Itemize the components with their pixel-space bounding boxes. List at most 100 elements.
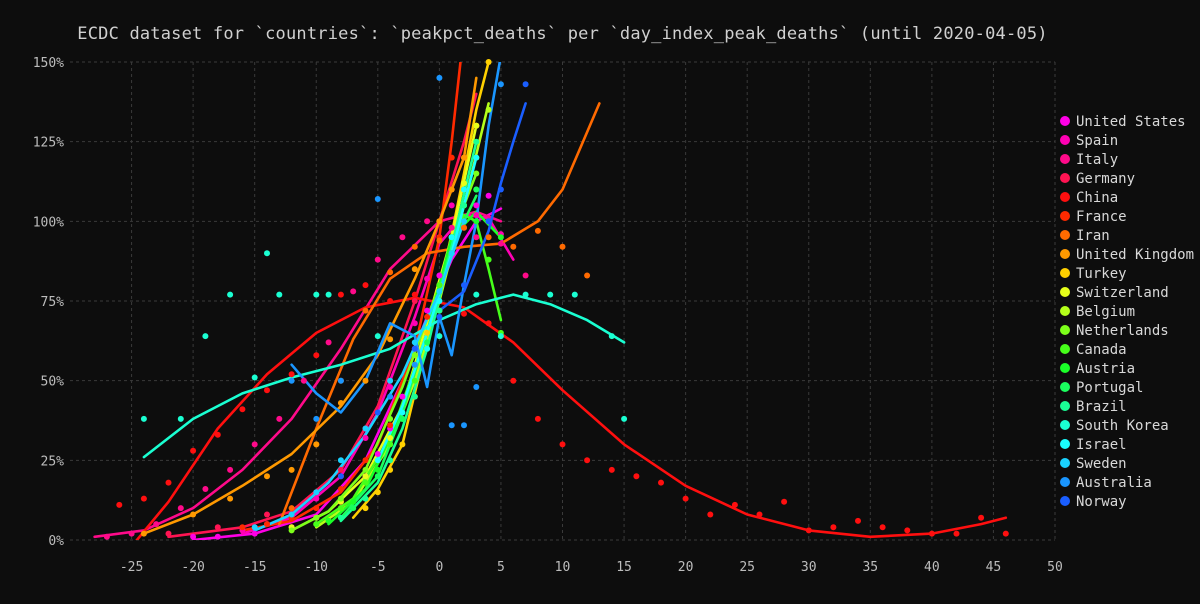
legend-marker-italy [1060, 154, 1070, 164]
point-sweden [411, 339, 418, 346]
legend-marker-netherlands [1060, 325, 1070, 335]
point-south-korea [374, 333, 381, 340]
legend-label-italy: Italy [1076, 152, 1118, 168]
point-switzerland [387, 435, 394, 441]
legend-marker-portugal [1060, 382, 1070, 392]
point-germany [337, 466, 344, 473]
point-canada [387, 441, 394, 448]
fit-line-italy [93, 210, 503, 539]
point-china [608, 466, 615, 473]
point-iran [485, 234, 492, 241]
point-germany [214, 524, 221, 531]
point-iran [387, 269, 394, 276]
point-netherlands [473, 170, 480, 177]
x-tick-label: -20 [181, 560, 204, 575]
point-italy [325, 339, 332, 346]
point-netherlands [387, 415, 394, 422]
point-netherlands [362, 466, 369, 473]
point-australia [473, 384, 480, 390]
point-italy [177, 505, 184, 512]
point-italy [424, 218, 431, 225]
legend-label-united-kingdom: United Kingdom [1076, 247, 1194, 263]
point-switzerland [473, 122, 480, 129]
point-brazil [436, 307, 443, 314]
point-spain [448, 202, 455, 209]
point-germany [165, 530, 172, 537]
x-tick-label: 5 [497, 560, 505, 575]
legend-marker-south-korea [1060, 420, 1070, 430]
fit-line-brazil [339, 140, 478, 523]
point-portugal [473, 186, 480, 193]
point-switzerland [461, 180, 467, 187]
legend-marker-united-states [1060, 116, 1070, 126]
point-italy [522, 272, 529, 279]
point-italy [251, 441, 258, 448]
point-china [140, 495, 147, 502]
point-belgium [485, 106, 492, 113]
point-china [879, 524, 886, 531]
point-netherlands [411, 352, 418, 359]
x-tick-label: 40 [924, 560, 940, 575]
point-netherlands [337, 495, 344, 502]
point-china [707, 511, 714, 518]
point-south-korea [325, 291, 332, 298]
chart-title: ECDC dataset for `countries`: `peakpct_d… [77, 24, 1048, 44]
point-canada [313, 521, 320, 528]
point-austria [350, 498, 357, 505]
legend-marker-belgium [1060, 306, 1070, 316]
point-spain [313, 495, 320, 502]
point-china [756, 511, 763, 518]
point-germany [411, 298, 418, 304]
y-tick-label: 0% [48, 534, 64, 549]
legend-label-canada: Canada [1076, 342, 1127, 358]
point-south-korea [202, 333, 209, 340]
point-china [781, 498, 788, 505]
point-china [510, 377, 517, 384]
legend-marker-australia [1060, 477, 1070, 487]
point-south-korea [522, 291, 529, 298]
point-norway [497, 186, 504, 193]
point-china [116, 501, 123, 508]
point-united-kingdom [264, 473, 270, 480]
point-china [337, 291, 344, 298]
x-tick-label: 15 [616, 560, 632, 575]
point-south-korea [276, 291, 283, 298]
point-china [559, 441, 566, 448]
x-tick-label: 20 [678, 560, 694, 575]
point-sweden [436, 288, 443, 295]
point-china [682, 495, 689, 502]
point-south-korea [251, 374, 258, 381]
data-points [103, 59, 1009, 540]
legend-label-portugal: Portugal [1076, 380, 1143, 396]
point-china [953, 530, 960, 537]
point-australia [497, 81, 504, 88]
point-south-korea [621, 415, 628, 422]
point-south-korea [571, 291, 578, 298]
point-sweden [461, 218, 467, 225]
point-france [239, 524, 246, 531]
point-iran [436, 237, 443, 244]
point-italy [202, 486, 209, 492]
point-sweden [337, 457, 344, 464]
point-austria [325, 517, 332, 524]
point-austria [497, 234, 504, 241]
point-turkey [387, 466, 394, 473]
point-china [165, 479, 172, 486]
legend-marker-brazil [1060, 401, 1070, 411]
point-australia [387, 393, 394, 400]
point-united-states [436, 272, 443, 279]
point-israel [374, 457, 381, 464]
point-brazil [337, 514, 344, 521]
point-china [461, 310, 467, 317]
fit-line-iran [278, 102, 601, 526]
point-united-kingdom [461, 154, 467, 161]
legend-marker-israel [1060, 439, 1070, 449]
point-france [387, 422, 394, 429]
y-tick-label: 125% [33, 136, 64, 151]
point-china [928, 530, 935, 537]
point-iran [510, 243, 517, 250]
point-norway [522, 81, 529, 88]
fit-line-south-korea [142, 293, 626, 459]
